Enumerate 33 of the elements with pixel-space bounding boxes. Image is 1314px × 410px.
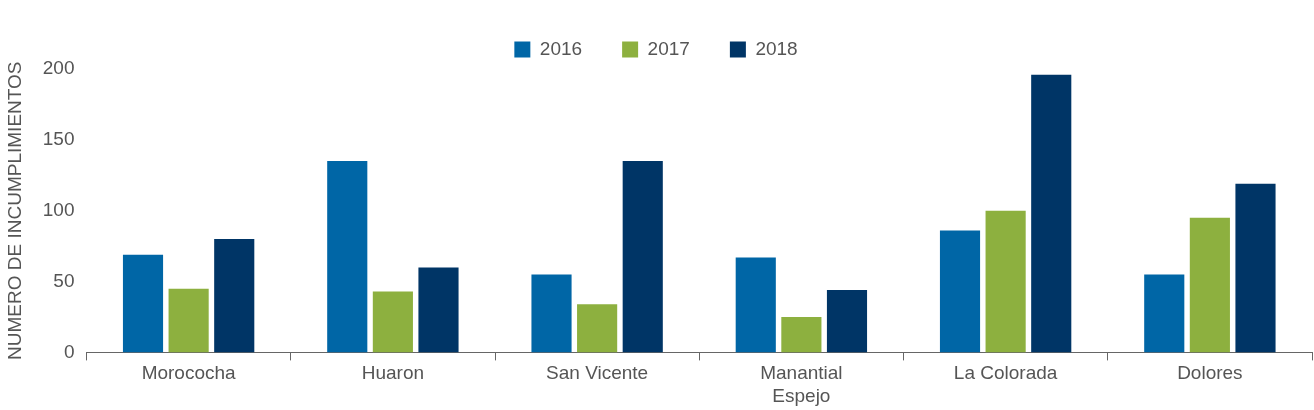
bar bbox=[985, 210, 1026, 353]
bar bbox=[418, 267, 459, 353]
y-tick-label: 100 bbox=[42, 198, 75, 220]
legend-label: 2018 bbox=[755, 37, 798, 59]
bar bbox=[168, 288, 209, 353]
y-tick-label: 200 bbox=[42, 57, 75, 79]
x-tick-label: Manantial Espejo bbox=[760, 362, 843, 406]
bar bbox=[531, 274, 572, 353]
legend-label: 2017 bbox=[647, 37, 690, 59]
bar bbox=[372, 291, 413, 353]
x-tick-label: Huaron bbox=[361, 362, 425, 384]
x-tick-label: San Vicente bbox=[546, 362, 649, 384]
x-tick-label: La Colorada bbox=[953, 362, 1058, 384]
bar bbox=[577, 304, 618, 353]
bar bbox=[1031, 74, 1072, 353]
y-tick-label: 50 bbox=[53, 269, 75, 291]
y-axis-title: NUMERO DE INCUMPLIMIENTOS bbox=[3, 61, 25, 360]
bar bbox=[781, 316, 822, 353]
bar bbox=[122, 254, 164, 353]
legend-label: 2016 bbox=[539, 37, 583, 59]
bar bbox=[327, 161, 368, 353]
bar bbox=[1189, 217, 1230, 353]
bar bbox=[214, 239, 255, 353]
y-tick-label: 150 bbox=[42, 128, 75, 150]
bar bbox=[826, 290, 868, 353]
bar bbox=[939, 230, 981, 353]
x-tick-label: Morococha bbox=[141, 362, 237, 384]
y-tick-label: 0 bbox=[63, 340, 75, 362]
bar bbox=[622, 161, 663, 353]
bar bbox=[1235, 183, 1276, 353]
bar bbox=[735, 257, 776, 353]
x-tick-label: Dolores bbox=[1177, 362, 1243, 384]
bar bbox=[1144, 274, 1185, 353]
